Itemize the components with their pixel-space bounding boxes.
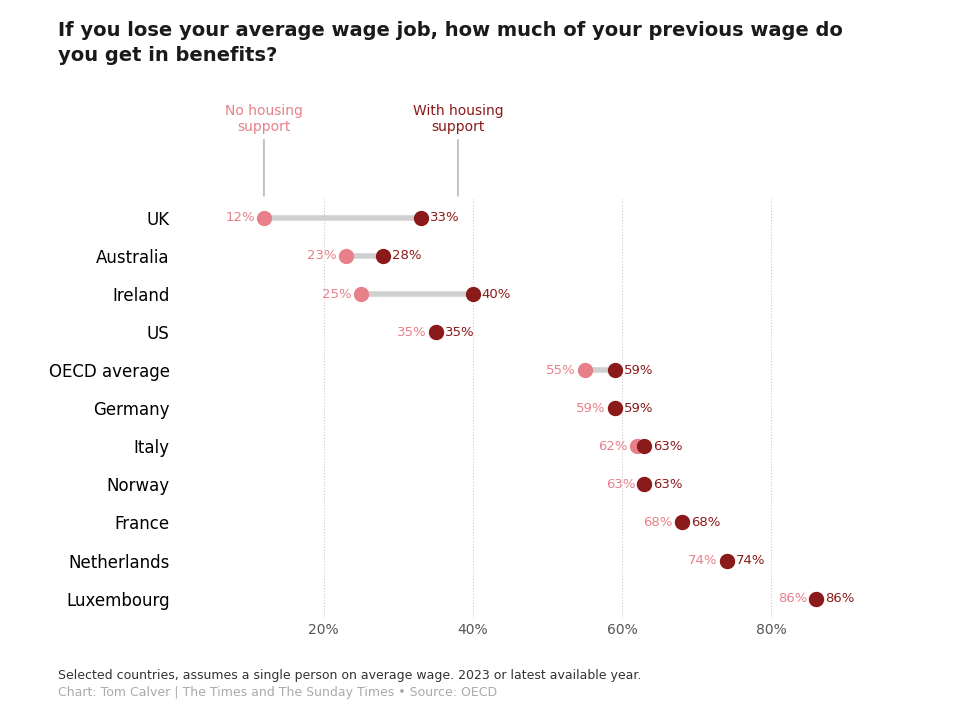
Point: [719, 555, 735, 567]
Point: [376, 250, 391, 261]
Text: 28%: 28%: [392, 249, 422, 263]
Text: 33%: 33%: [429, 212, 459, 224]
Point: [637, 479, 652, 490]
Text: 68%: 68%: [643, 516, 672, 529]
Point: [578, 364, 593, 376]
Text: 63%: 63%: [653, 439, 683, 453]
Point: [637, 441, 652, 452]
Point: [674, 517, 690, 528]
Point: [465, 288, 481, 300]
Point: [428, 327, 444, 338]
Text: 74%: 74%: [688, 554, 718, 567]
Text: 12%: 12%: [226, 212, 255, 224]
Point: [256, 212, 271, 224]
Text: 59%: 59%: [577, 402, 606, 415]
Text: 86%: 86%: [825, 592, 855, 605]
Text: 63%: 63%: [606, 478, 636, 491]
Text: 59%: 59%: [624, 364, 653, 377]
Text: 59%: 59%: [624, 402, 653, 415]
Point: [607, 403, 622, 414]
Text: No housing
support: No housing support: [225, 104, 303, 196]
Text: 40%: 40%: [482, 288, 512, 300]
Point: [719, 555, 735, 567]
Point: [607, 403, 622, 414]
Point: [413, 212, 428, 224]
Text: 23%: 23%: [307, 249, 337, 263]
Text: 55%: 55%: [547, 364, 576, 377]
Point: [338, 250, 354, 261]
Text: With housing
support: With housing support: [413, 104, 503, 196]
Text: 35%: 35%: [397, 326, 426, 339]
Point: [353, 288, 368, 300]
Point: [607, 364, 622, 376]
Text: 25%: 25%: [323, 288, 352, 300]
Text: 86%: 86%: [778, 592, 807, 605]
Point: [674, 517, 690, 528]
Text: Chart: Tom Calver | The Times and The Sunday Times • Source: OECD: Chart: Tom Calver | The Times and The Su…: [58, 687, 497, 699]
Text: If you lose your average wage job, how much of your previous wage do
you get in : If you lose your average wage job, how m…: [58, 21, 843, 65]
Text: 63%: 63%: [653, 478, 683, 491]
Point: [629, 441, 644, 452]
Point: [808, 593, 824, 604]
Text: 74%: 74%: [735, 554, 765, 567]
Text: 68%: 68%: [691, 516, 720, 529]
Point: [637, 479, 652, 490]
Text: 62%: 62%: [599, 439, 628, 453]
Text: Selected countries, assumes a single person on average wage. 2023 or latest avai: Selected countries, assumes a single per…: [58, 669, 641, 682]
Point: [428, 327, 444, 338]
Point: [808, 593, 824, 604]
Text: 35%: 35%: [445, 326, 474, 339]
